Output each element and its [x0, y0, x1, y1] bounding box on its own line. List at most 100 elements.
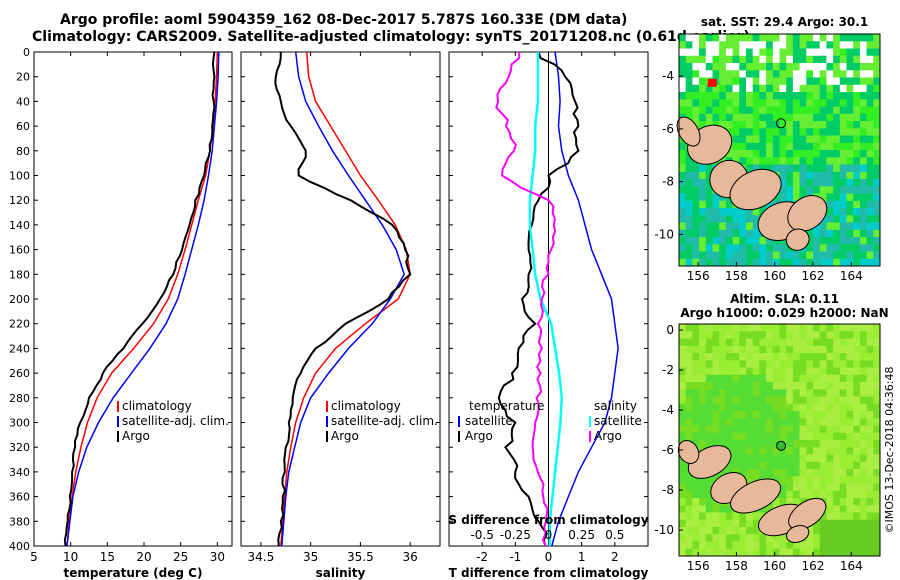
- map-cell: [826, 193, 834, 201]
- map-cell: [772, 55, 780, 64]
- series-satellite-adj-clim-: [66, 51, 220, 547]
- map-cell: [772, 99, 780, 107]
- map-cell: [766, 447, 774, 455]
- map-cell: [806, 99, 814, 107]
- map-cell: [819, 490, 827, 499]
- map-cell: [732, 374, 740, 383]
- map-cell: [819, 237, 827, 245]
- argo-position-marker: [776, 440, 787, 451]
- map-cell: [699, 237, 707, 245]
- series-s-satellite: [528, 52, 564, 546]
- map-cell: [859, 99, 867, 107]
- map-cell: [833, 534, 841, 542]
- map-cell: [826, 55, 834, 64]
- map-cell: [712, 258, 720, 267]
- map-cell: [833, 396, 841, 404]
- map-cell: [705, 418, 713, 426]
- map-x-tick-label: 160: [763, 559, 786, 573]
- map-cell: [679, 41, 686, 49]
- map-cell: [712, 527, 720, 535]
- map-cell: [873, 548, 881, 557]
- legend-label: Argo: [465, 429, 493, 443]
- map-cell: [819, 541, 827, 549]
- map-cell: [866, 215, 874, 223]
- map-cell: [813, 324, 820, 332]
- map-cell: [766, 469, 774, 477]
- map-cell: [772, 331, 780, 339]
- map-cell: [712, 425, 720, 433]
- map-cell: [772, 142, 780, 151]
- map-cell: [759, 106, 767, 114]
- map-cell: [732, 251, 740, 259]
- map-cell: [799, 142, 807, 151]
- map-cell: [779, 186, 787, 194]
- map-cell: [873, 84, 881, 93]
- map-cell: [752, 135, 760, 143]
- map-cell: [866, 418, 874, 426]
- map-cell: [866, 505, 874, 513]
- map-cell: [679, 150, 686, 158]
- map-cell: [853, 331, 861, 339]
- map-cell: [873, 92, 881, 100]
- map-cell: [859, 505, 867, 513]
- map-cell: [866, 461, 874, 470]
- map-cell: [725, 128, 733, 136]
- map-cell: [833, 70, 841, 78]
- map-cell: [752, 512, 760, 520]
- map-cell: [739, 519, 747, 528]
- map-cell: [685, 548, 693, 557]
- map-cell: [759, 324, 767, 332]
- map-cell: [873, 48, 881, 56]
- map-cell: [806, 382, 814, 390]
- map-cell: [806, 34, 814, 42]
- map-cell: [685, 171, 693, 180]
- map-cell: [725, 512, 733, 520]
- island: [676, 116, 701, 147]
- map-cell: [826, 229, 834, 238]
- map-cell: [766, 135, 774, 143]
- map-cell: [786, 432, 794, 441]
- map-cell: [839, 237, 847, 245]
- map-cell: [792, 331, 800, 339]
- map-cell: [725, 440, 733, 448]
- map-cell: [759, 113, 767, 122]
- map-cell: [725, 77, 733, 85]
- map-cell: [853, 483, 861, 491]
- map-cell: [725, 229, 733, 238]
- map-cell: [766, 84, 774, 93]
- island: [788, 497, 827, 531]
- map-cell: [739, 244, 747, 252]
- map-cell: [699, 63, 707, 71]
- map-cell: [746, 338, 753, 346]
- map-cell: [719, 77, 727, 85]
- map-cell: [725, 200, 733, 209]
- map-cell: [866, 454, 874, 462]
- map-cell: [739, 41, 747, 49]
- map-cell: [839, 106, 847, 114]
- map-cell: [799, 411, 807, 419]
- map-cell: [692, 403, 700, 412]
- map-cell: [819, 425, 827, 433]
- map-cell: [853, 179, 861, 187]
- map-cell: [739, 454, 747, 462]
- map-cell: [786, 345, 794, 354]
- map-cell: [819, 476, 827, 484]
- map-cell: [853, 505, 861, 513]
- y-tick-label: 240: [9, 342, 30, 355]
- map-cell: [799, 476, 807, 484]
- map-cell: [759, 403, 767, 412]
- map-cell: [813, 534, 820, 542]
- map-cell: [692, 360, 700, 368]
- map-cell: [853, 498, 861, 506]
- map-y-tick-label: -6: [662, 122, 674, 136]
- map-cell: [786, 498, 794, 506]
- map-cell: [705, 374, 713, 383]
- map-cell: [833, 512, 841, 520]
- map-cell: [792, 548, 800, 557]
- map-cell: [873, 121, 881, 129]
- map-cell: [746, 237, 753, 245]
- map-cell: [752, 237, 760, 245]
- salinity-panel-frame: [240, 51, 441, 547]
- map-cell: [826, 425, 834, 433]
- map-cell: [772, 396, 780, 404]
